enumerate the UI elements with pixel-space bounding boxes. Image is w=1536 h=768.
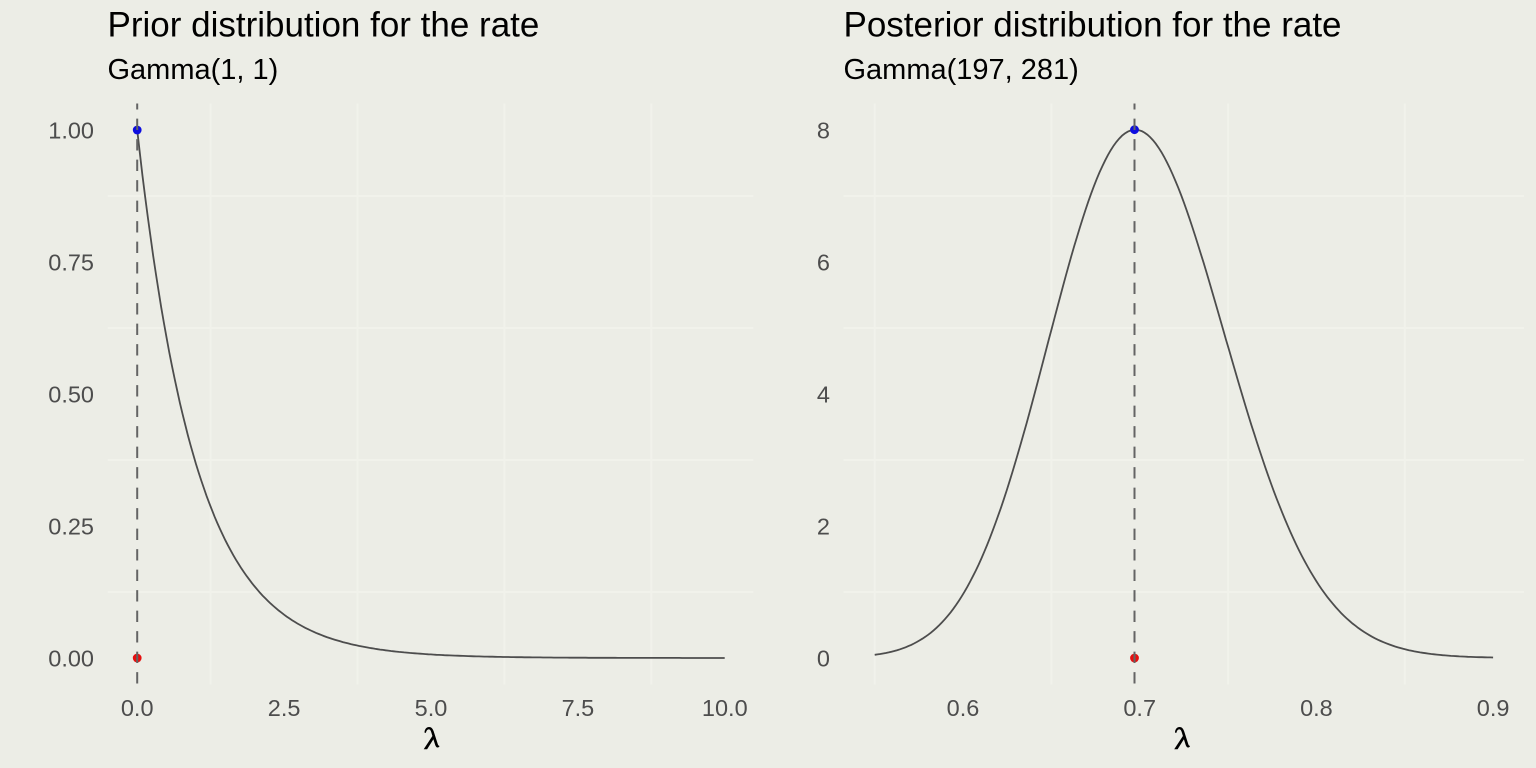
- svg-text:0.9: 0.9: [1477, 695, 1510, 721]
- svg-text:2: 2: [817, 513, 830, 539]
- svg-text:0.50: 0.50: [48, 381, 94, 407]
- svg-text:Prior distribution for the rat: Prior distribution for the rate: [108, 6, 540, 45]
- svg-text:4: 4: [817, 381, 830, 407]
- svg-text:0.75: 0.75: [48, 249, 94, 275]
- svg-text:0.8: 0.8: [1300, 695, 1333, 721]
- svg-text:0.7: 0.7: [1123, 695, 1156, 721]
- svg-text:0.0: 0.0: [121, 695, 154, 721]
- svg-text:0.25: 0.25: [48, 513, 94, 539]
- svg-text:7.5: 7.5: [562, 695, 595, 721]
- svg-text:6: 6: [817, 249, 830, 275]
- svg-text:Posterior distribution for the: Posterior distribution for the rate: [844, 6, 1342, 45]
- svg-text:5.0: 5.0: [415, 695, 448, 721]
- svg-text:1.00: 1.00: [48, 117, 94, 143]
- svg-text:Gamma(1, 1): Gamma(1, 1): [108, 54, 279, 86]
- svg-text:0: 0: [817, 645, 830, 671]
- svg-text:2.5: 2.5: [268, 695, 301, 721]
- svg-text:10.0: 10.0: [702, 695, 748, 721]
- svg-text:8: 8: [817, 117, 830, 143]
- svg-text:Gamma(197, 281): Gamma(197, 281): [844, 54, 1079, 86]
- svg-text:0.00: 0.00: [48, 645, 94, 671]
- svg-text:0.6: 0.6: [947, 695, 980, 721]
